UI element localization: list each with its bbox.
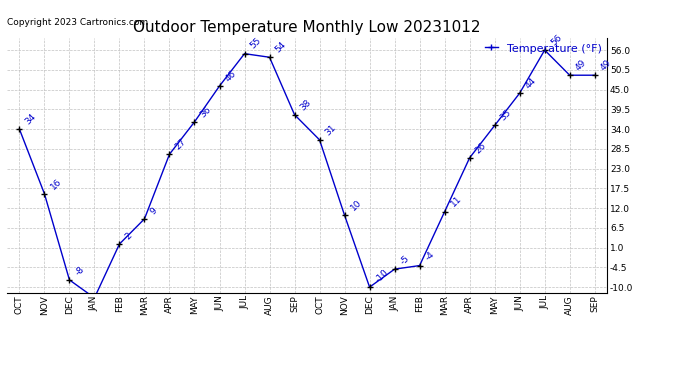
Text: 44: 44	[524, 76, 538, 90]
Text: -13: -13	[0, 374, 1, 375]
Text: 34: 34	[23, 112, 38, 126]
Text: 46: 46	[224, 69, 238, 83]
Text: -5: -5	[399, 254, 411, 266]
Text: 27: 27	[174, 137, 188, 152]
Text: 55: 55	[248, 36, 263, 51]
Text: 10: 10	[348, 198, 363, 213]
Text: 26: 26	[474, 141, 489, 155]
Text: 9: 9	[148, 206, 159, 216]
Text: 49: 49	[599, 58, 613, 72]
Text: Copyright 2023 Cartronics.com: Copyright 2023 Cartronics.com	[7, 18, 148, 27]
Text: 11: 11	[448, 194, 463, 209]
Text: -8: -8	[74, 264, 86, 277]
Text: -4: -4	[424, 250, 436, 263]
Text: 38: 38	[299, 98, 313, 112]
Legend: Temperature (°F): Temperature (°F)	[484, 43, 602, 54]
Text: -10: -10	[374, 267, 391, 284]
Text: 2: 2	[124, 231, 134, 241]
Text: 49: 49	[574, 58, 589, 72]
Text: 16: 16	[48, 177, 63, 191]
Text: 36: 36	[199, 105, 213, 119]
Title: Outdoor Temperature Monthly Low 20231012: Outdoor Temperature Monthly Low 20231012	[133, 20, 481, 35]
Text: 31: 31	[324, 123, 338, 137]
Text: 54: 54	[274, 40, 288, 54]
Text: 56: 56	[549, 33, 563, 47]
Text: 35: 35	[499, 108, 513, 123]
